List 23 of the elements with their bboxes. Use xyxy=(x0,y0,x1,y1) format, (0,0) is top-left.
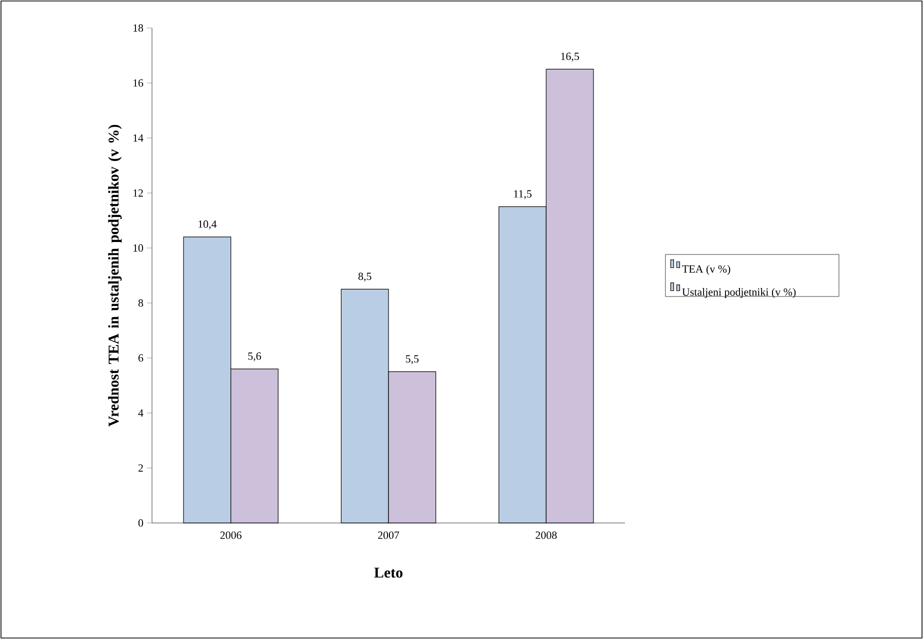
data-label: 5,5 xyxy=(406,355,419,364)
y-tick-label: 0 xyxy=(138,519,144,527)
y-tick-label: 18 xyxy=(134,24,144,32)
x-tick-label: 2008 xyxy=(536,532,557,539)
y-tick-label: 12 xyxy=(134,189,143,197)
y-tick-label: 14 xyxy=(134,134,144,142)
data-label: 11,5 xyxy=(514,190,532,200)
x-tick-label: 2007 xyxy=(378,532,400,539)
legend-label: Ustaljeni podjetniki (v %) xyxy=(682,288,796,298)
y-tick-label: 10 xyxy=(134,244,144,252)
data-label: 5,6 xyxy=(248,352,262,362)
legend-label: TEA (v %) xyxy=(682,265,730,275)
y-tick-label: 16 xyxy=(134,79,144,87)
y-tick-label: 6 xyxy=(138,354,144,362)
data-label: 10,4 xyxy=(198,220,217,230)
data-label: 8,5 xyxy=(358,272,372,282)
y-axis-title: Vrednost TEA in ustaljenih podjetnikov (v %) xyxy=(108,124,122,427)
y-tick-label: 4 xyxy=(138,409,144,417)
y-tick-label: 2 xyxy=(138,464,143,472)
data-label: 16,5 xyxy=(561,52,579,62)
y-tick-label: 8 xyxy=(138,299,144,307)
x-tick-label: 2006 xyxy=(220,532,242,539)
x-axis-title: Leto xyxy=(374,568,402,578)
